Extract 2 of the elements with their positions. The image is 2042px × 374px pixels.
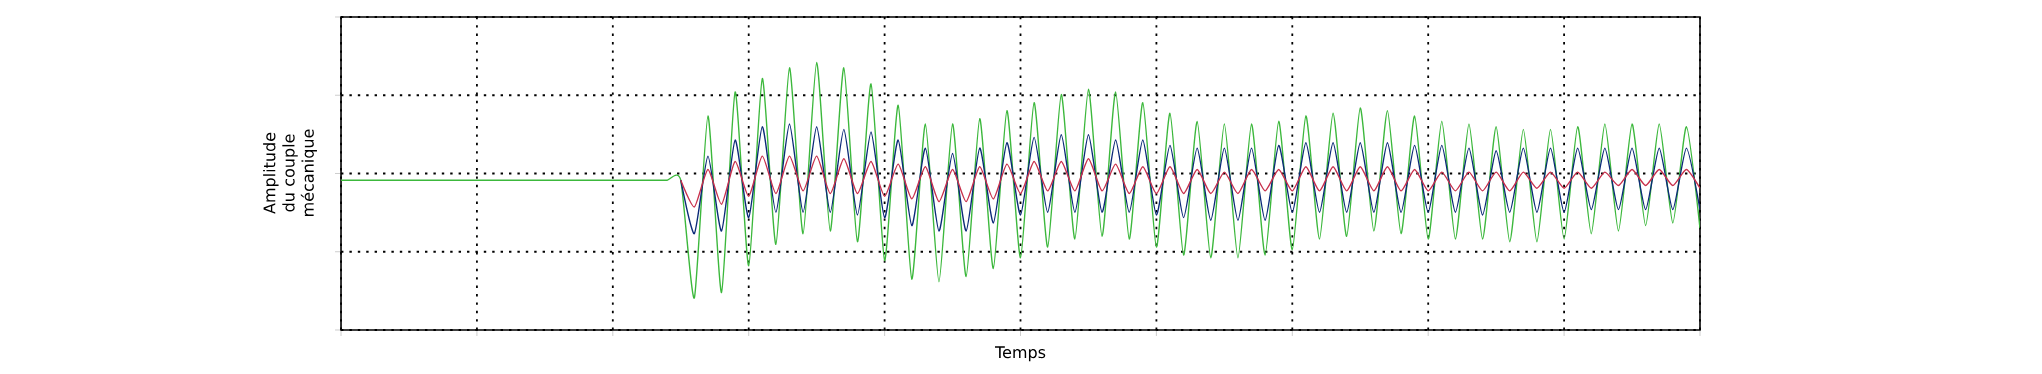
x-axis-title: Temps bbox=[994, 346, 1046, 362]
y-axis-title: Amplitude du couple mécanique bbox=[263, 129, 317, 216]
